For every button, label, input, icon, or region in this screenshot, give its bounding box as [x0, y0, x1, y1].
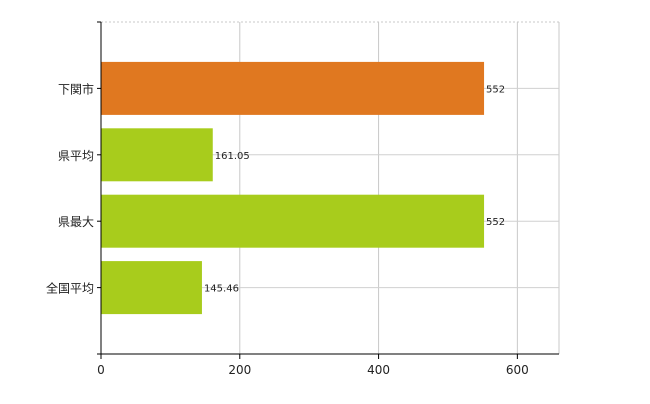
category-label: 下関市 [58, 81, 94, 96]
x-tick-label: 600 [506, 363, 529, 377]
bar [101, 128, 213, 182]
category-label: 全国平均 [46, 281, 94, 296]
category-label: 県平均 [58, 149, 94, 163]
bar [101, 61, 485, 115]
bar-value-label: 161.05 [215, 151, 250, 162]
bar-value-label: 145.46 [204, 284, 239, 295]
x-tick-label: 400 [367, 363, 390, 377]
bar [101, 194, 485, 248]
x-tick-label: 0 [97, 363, 105, 377]
bar-value-label: 552 [486, 217, 505, 228]
category-label: 県最大 [58, 215, 94, 229]
bar-value-label: 552 [486, 84, 505, 95]
x-tick-label: 200 [228, 363, 251, 377]
bar [101, 261, 202, 315]
